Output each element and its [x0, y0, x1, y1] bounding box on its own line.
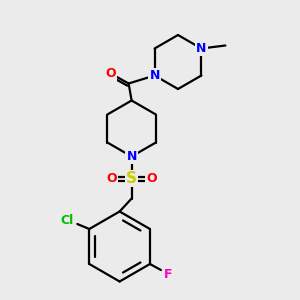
Text: O: O [146, 172, 157, 185]
Text: Cl: Cl [61, 214, 74, 227]
Text: N: N [126, 150, 137, 163]
Text: N: N [196, 42, 207, 55]
Text: O: O [106, 172, 117, 185]
Text: O: O [105, 67, 116, 80]
Text: F: F [164, 268, 172, 281]
Text: N: N [149, 69, 160, 82]
Text: S: S [126, 171, 137, 186]
